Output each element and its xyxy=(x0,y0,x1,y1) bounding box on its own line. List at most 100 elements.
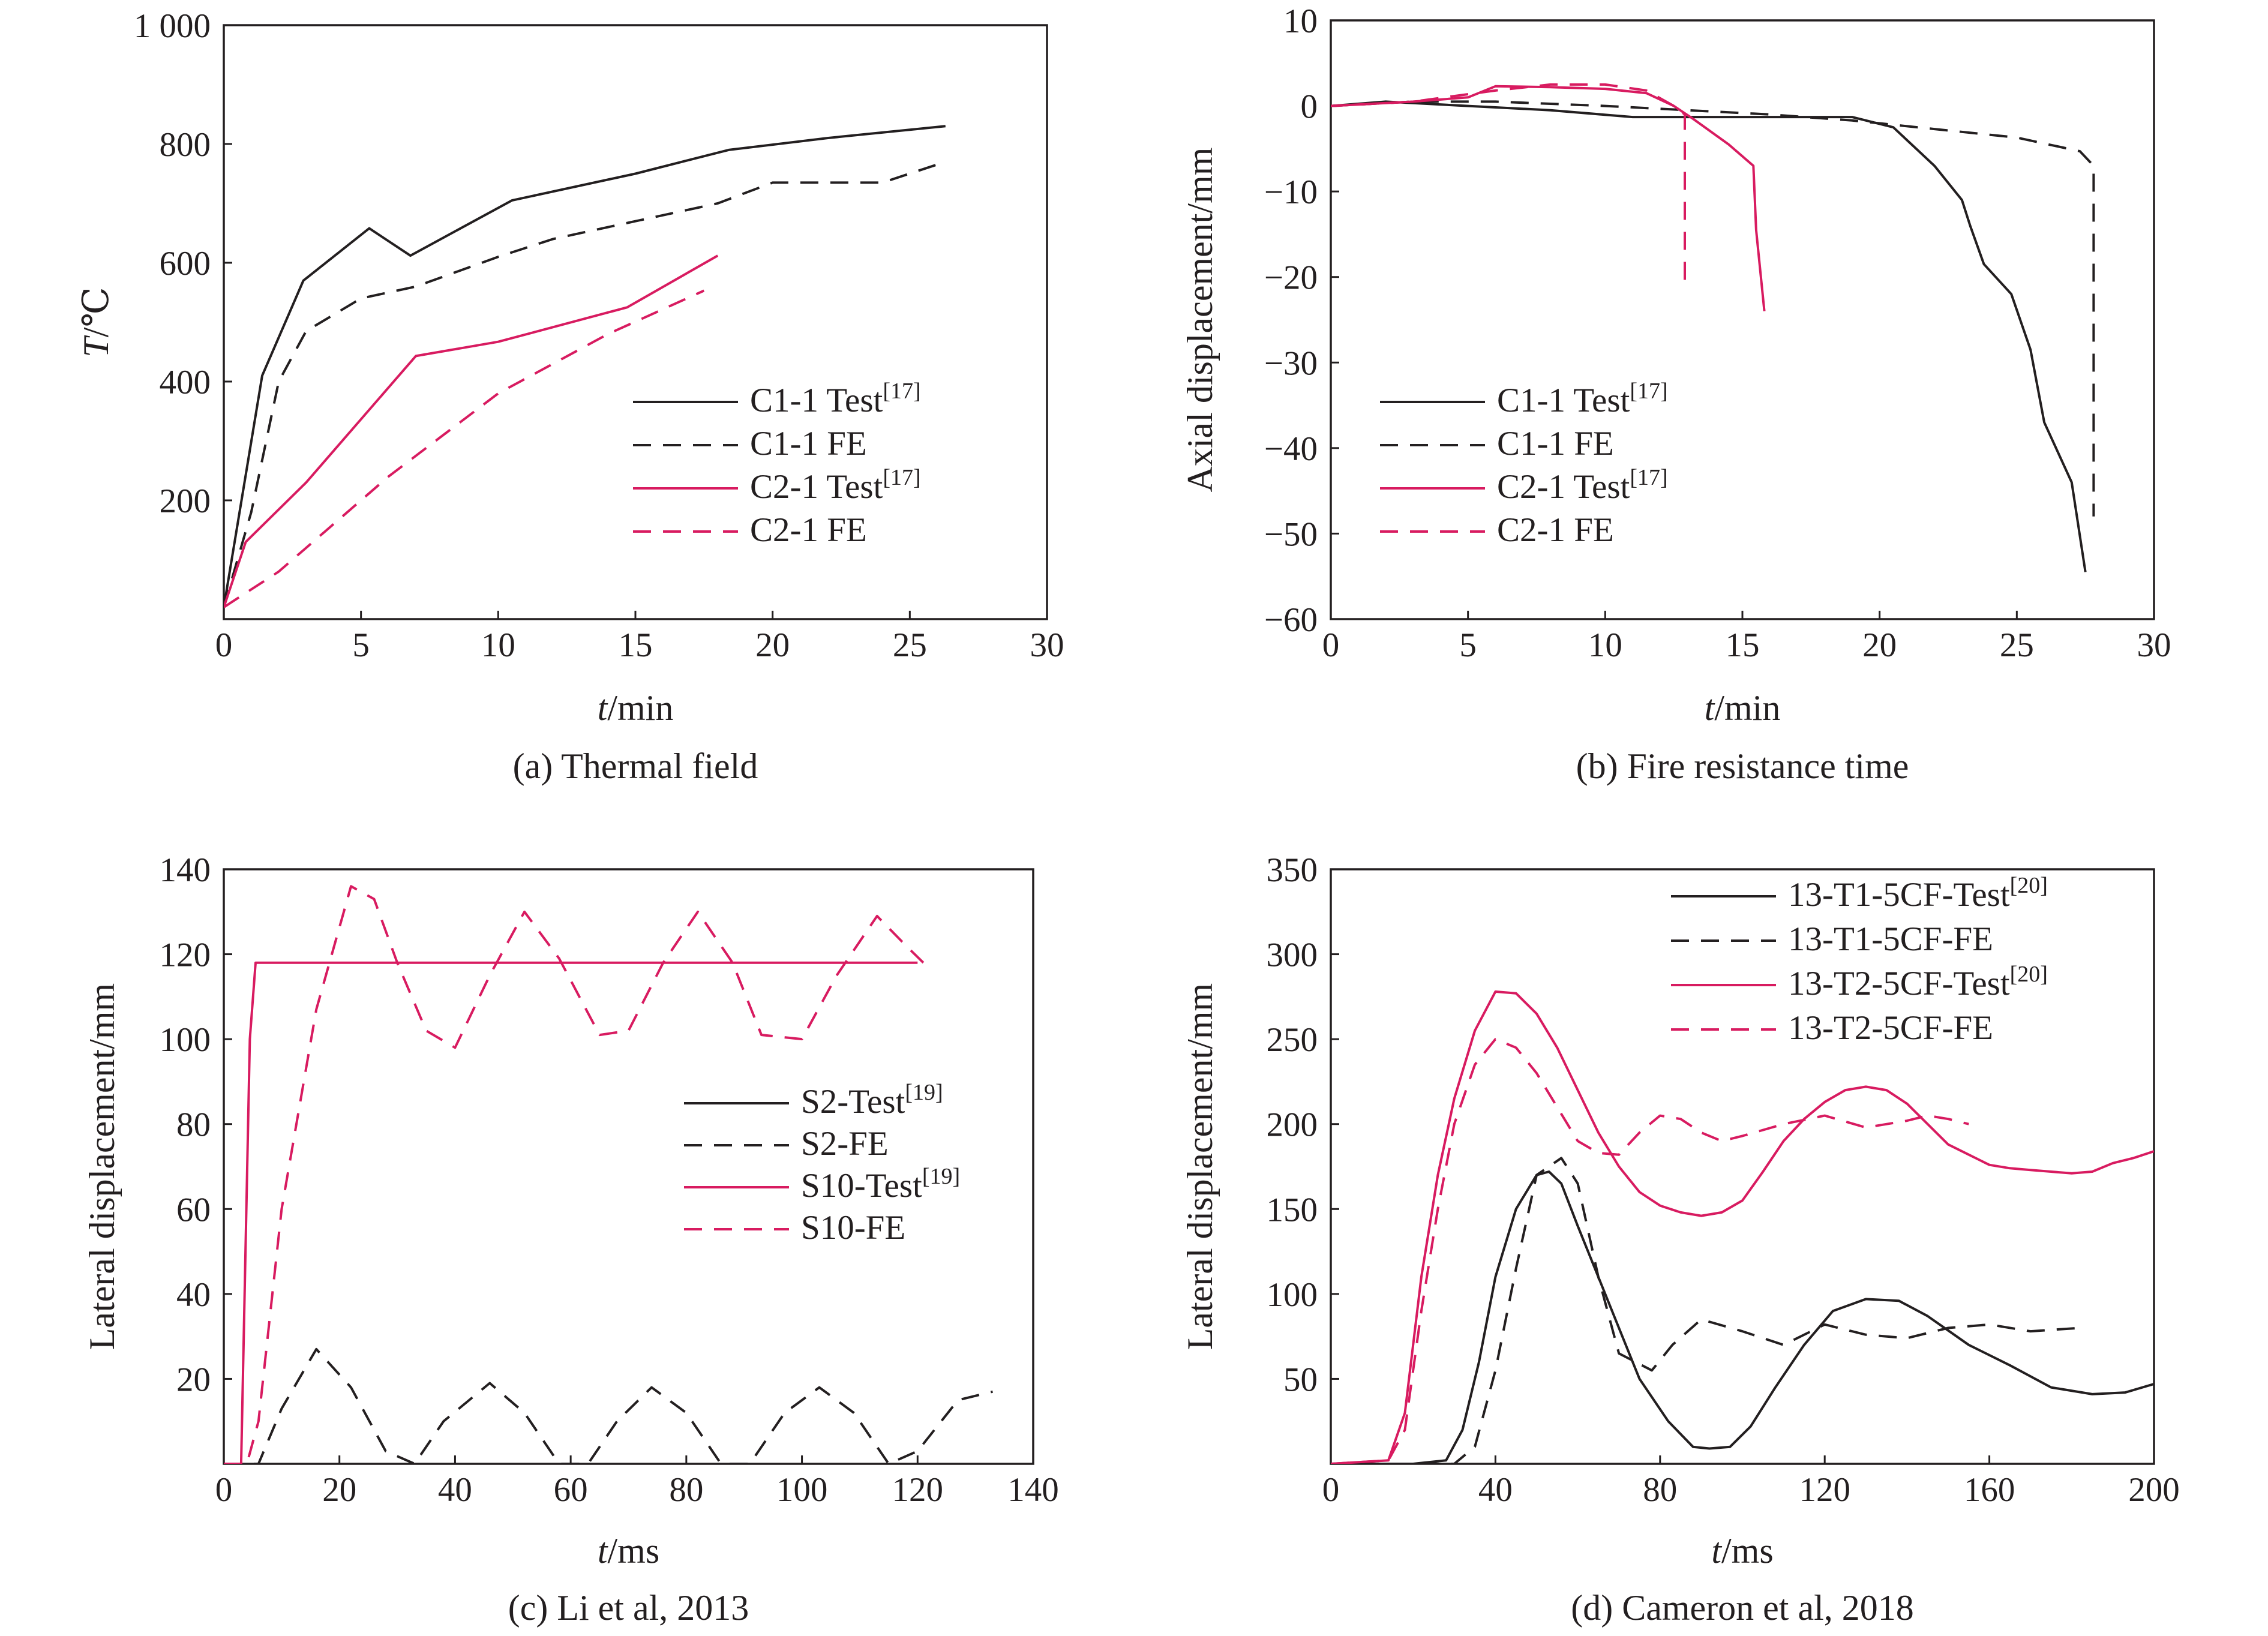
legend-entry: S10-Test[19] xyxy=(801,1164,960,1205)
legend-entry: C1-1 FE xyxy=(1497,425,1614,463)
series-line-4 xyxy=(224,885,925,1464)
legend-label: C1-1 Test xyxy=(1497,382,1630,419)
y-tick-label: 400 xyxy=(160,364,211,401)
legend-entry: C2-1 Test[17] xyxy=(1497,465,1668,506)
y-tick-label: 800 xyxy=(160,126,211,164)
legend-entry: 13-T1-5CF-Test[20] xyxy=(1788,873,2048,914)
y-tick-label: −20 xyxy=(1264,259,1318,297)
y-tick-label: 120 xyxy=(160,936,211,974)
y-tick-label: 300 xyxy=(1267,936,1318,974)
x-axis-label: t/min xyxy=(598,688,674,728)
legend-label: S10-Test xyxy=(801,1167,922,1205)
y-tick-label: 0 xyxy=(1301,88,1318,126)
x-tick-label: 20 xyxy=(755,626,790,664)
x-tick-label: 60 xyxy=(554,1471,588,1509)
series-line-3 xyxy=(224,961,918,1464)
plot-frame xyxy=(223,868,1034,1465)
x-tick-label: 25 xyxy=(893,626,927,664)
legend-label: C2-1 FE xyxy=(1497,511,1614,549)
y-tick-label: 100 xyxy=(1267,1276,1318,1314)
legend-entry: C2-1 FE xyxy=(1497,511,1614,549)
series-line-3 xyxy=(1331,990,2154,1464)
y-tick-label: 10 xyxy=(1283,2,1318,40)
legend-reference: [17] xyxy=(883,379,920,404)
series-line-3 xyxy=(1331,85,1766,311)
legend-label: 13-T2-5CF-Test xyxy=(1788,965,2010,1002)
y-tick-label: 100 xyxy=(160,1021,211,1059)
x-tick-label: 40 xyxy=(1478,1471,1513,1509)
x-tick-label: 20 xyxy=(1862,626,1897,664)
series-line-4 xyxy=(224,289,705,608)
legend-label: 13-T1-5CF-FE xyxy=(1788,920,1993,958)
plot-frame xyxy=(1330,868,2155,1465)
y-tick-label: 80 xyxy=(176,1106,211,1144)
x-axis-symbol: t xyxy=(598,688,608,728)
x-tick-label: 120 xyxy=(1799,1471,1850,1509)
x-tick-label: 80 xyxy=(669,1471,703,1509)
legend-entry: C2-1 FE xyxy=(750,511,867,549)
x-tick-label: 120 xyxy=(892,1471,944,1509)
legend-reference: [17] xyxy=(883,465,920,490)
legend-label: C2-1 Test xyxy=(1497,468,1630,506)
legend-reference: [17] xyxy=(1630,379,1667,404)
x-tick-label: 15 xyxy=(1726,626,1760,664)
y-axis-unit: /℃ xyxy=(76,287,116,337)
x-tick-label: 0 xyxy=(1322,626,1340,664)
x-tick-label: 10 xyxy=(1588,626,1622,664)
series-line-2 xyxy=(224,1347,993,1464)
legend-label: C2-1 FE xyxy=(750,511,867,549)
panel-caption: (c) Li et al, 2013 xyxy=(508,1588,749,1628)
series-line-1 xyxy=(1331,1170,2154,1464)
y-tick-label: −40 xyxy=(1264,430,1318,468)
legend-reference: [17] xyxy=(1630,465,1667,490)
legend-label: C1-1 FE xyxy=(750,425,867,463)
series-line-1 xyxy=(1331,100,2087,572)
series-line-1 xyxy=(224,125,946,608)
legend-entry: S10-FE xyxy=(801,1209,905,1247)
y-tick-label: −30 xyxy=(1264,344,1318,382)
x-axis-unit: /ms xyxy=(1721,1531,1774,1571)
series-line-2 xyxy=(1331,100,2095,517)
panel-d: 0 40 80 120 160 200 50 100 150 200 250 300 350 t/ms La… xyxy=(1180,851,2180,1628)
series-line-2 xyxy=(224,160,946,608)
legend-reference: [19] xyxy=(922,1164,960,1189)
legend-entry: C2-1 Test[17] xyxy=(750,465,921,506)
legend-entry: S2-FE xyxy=(801,1125,889,1163)
legend-label: S2-FE xyxy=(801,1125,889,1163)
legend-entry: S2-Test[19] xyxy=(801,1080,943,1121)
legend-entry: C1-1 Test[17] xyxy=(750,379,921,419)
legend-label: C1-1 Test xyxy=(750,382,883,419)
y-tick-label: −50 xyxy=(1264,515,1318,553)
legend-entry: C1-1 FE xyxy=(750,425,867,463)
x-tick-label: 10 xyxy=(481,626,515,664)
legend-label: C1-1 FE xyxy=(1497,425,1614,463)
y-tick-label: 50 xyxy=(1283,1361,1318,1398)
y-tick-label: 140 xyxy=(160,851,211,889)
panel-a: 0 5 10 15 20 25 30 200 400 600 800 1 000 t/min T/℃ (a)… xyxy=(76,7,1064,786)
x-axis-symbol: t xyxy=(1711,1531,1722,1571)
x-tick-label: 80 xyxy=(1643,1471,1677,1509)
y-tick-label: 250 xyxy=(1267,1021,1318,1059)
x-tick-label: 5 xyxy=(1459,626,1477,664)
x-tick-label: 200 xyxy=(2128,1471,2180,1509)
y-axis-label: Axial displacement/mm xyxy=(1180,148,1220,493)
series-line-3 xyxy=(224,254,719,608)
legend-label: C2-1 Test xyxy=(750,468,883,506)
x-tick-label: 0 xyxy=(1322,1471,1340,1509)
legend-label: 13-T1-5CF-Test xyxy=(1788,876,2010,914)
y-axis-label: T/℃ xyxy=(76,287,116,357)
y-tick-label: 200 xyxy=(1267,1106,1318,1144)
x-tick-label: 140 xyxy=(1007,1471,1059,1509)
y-axis-label: Lateral displacement/mm xyxy=(1180,983,1220,1350)
legend-reference: [20] xyxy=(2010,962,2048,987)
x-axis-symbol: t xyxy=(598,1531,608,1571)
panel-caption: (b) Fire resistance time xyxy=(1576,746,1909,786)
x-axis-label: t/min xyxy=(1705,688,1781,728)
y-tick-label: 40 xyxy=(176,1276,211,1314)
x-tick-label: 160 xyxy=(1964,1471,2015,1509)
panel-caption: (d) Cameron et al, 2018 xyxy=(1571,1588,1914,1628)
legend-reference: [19] xyxy=(905,1080,943,1105)
x-axis-label: t/ms xyxy=(598,1531,659,1571)
panel-caption: (a) Thermal field xyxy=(513,746,758,786)
